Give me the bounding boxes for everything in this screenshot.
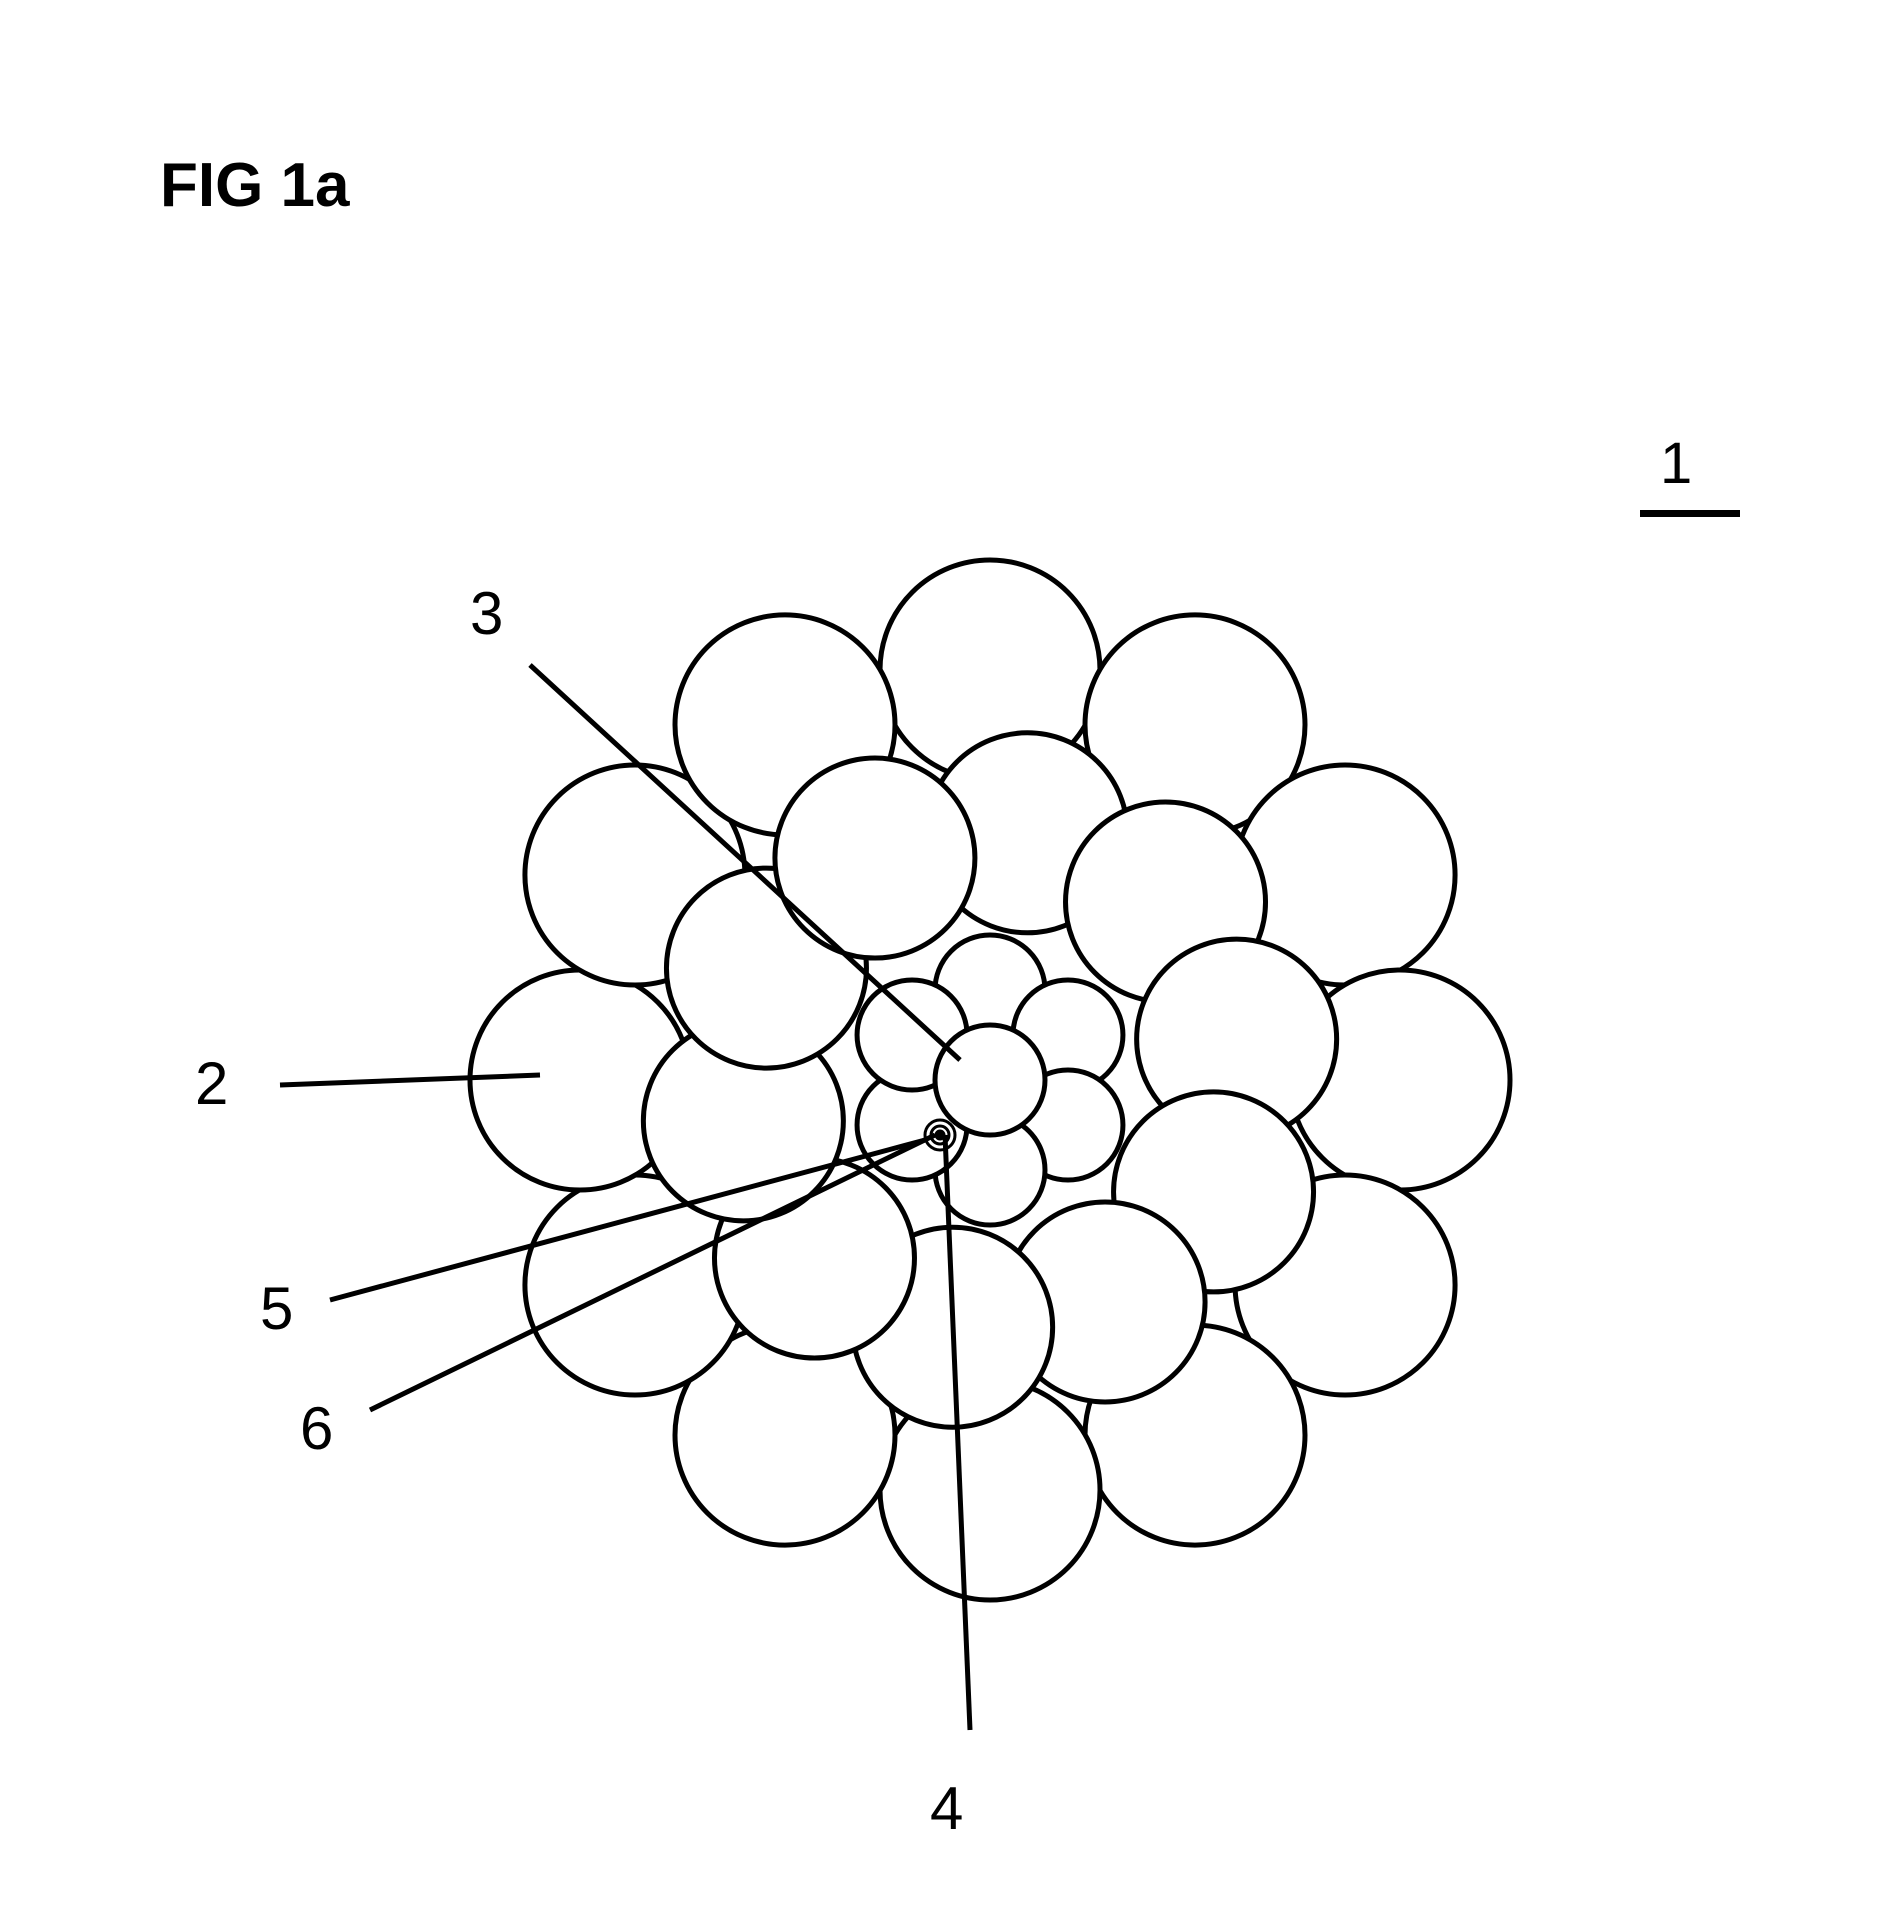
annotation-label-6: 6 [300, 1394, 333, 1463]
annotation-label-2: 2 [195, 1049, 228, 1118]
middle-strand-circle [775, 758, 975, 958]
annotation-label-4: 4 [930, 1774, 963, 1843]
diagram-svg [0, 0, 1883, 1916]
center-strand-circle [935, 1025, 1045, 1135]
annotation-label-5: 5 [260, 1274, 293, 1343]
annotation-label-3: 3 [470, 579, 503, 648]
